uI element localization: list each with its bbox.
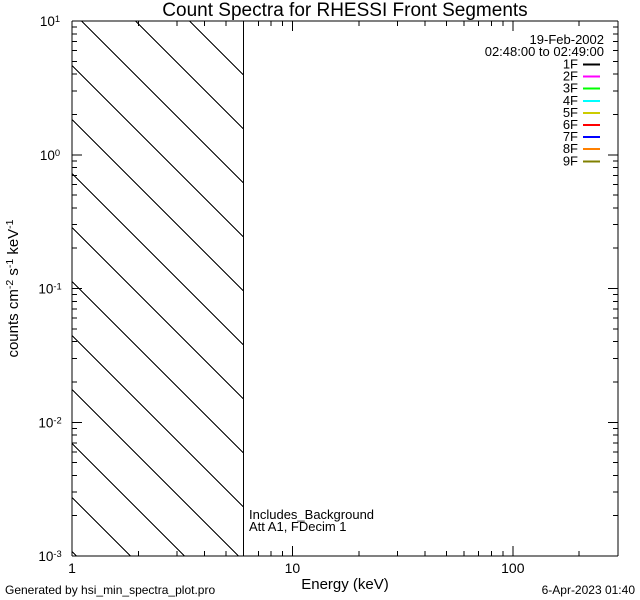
svg-text:6-Apr-2023 01:40: 6-Apr-2023 01:40	[542, 583, 636, 597]
svg-text:Att A1, FDecim 1: Att A1, FDecim 1	[249, 519, 347, 534]
svg-text:9F: 9F	[563, 153, 578, 168]
svg-text:Energy (keV): Energy (keV)	[301, 576, 389, 593]
svg-text:Generated by hsi_min_spectra_p: Generated by hsi_min_spectra_plot.pro	[5, 583, 215, 597]
svg-text:Count Spectra for RHESSI Front: Count Spectra for RHESSI Front Segments	[162, 0, 527, 21]
svg-text:100: 100	[501, 560, 525, 576]
svg-text:02:48:00 to 02:49:00: 02:48:00 to 02:49:00	[485, 44, 604, 59]
svg-text:10: 10	[285, 560, 301, 576]
svg-text:1: 1	[68, 560, 76, 576]
